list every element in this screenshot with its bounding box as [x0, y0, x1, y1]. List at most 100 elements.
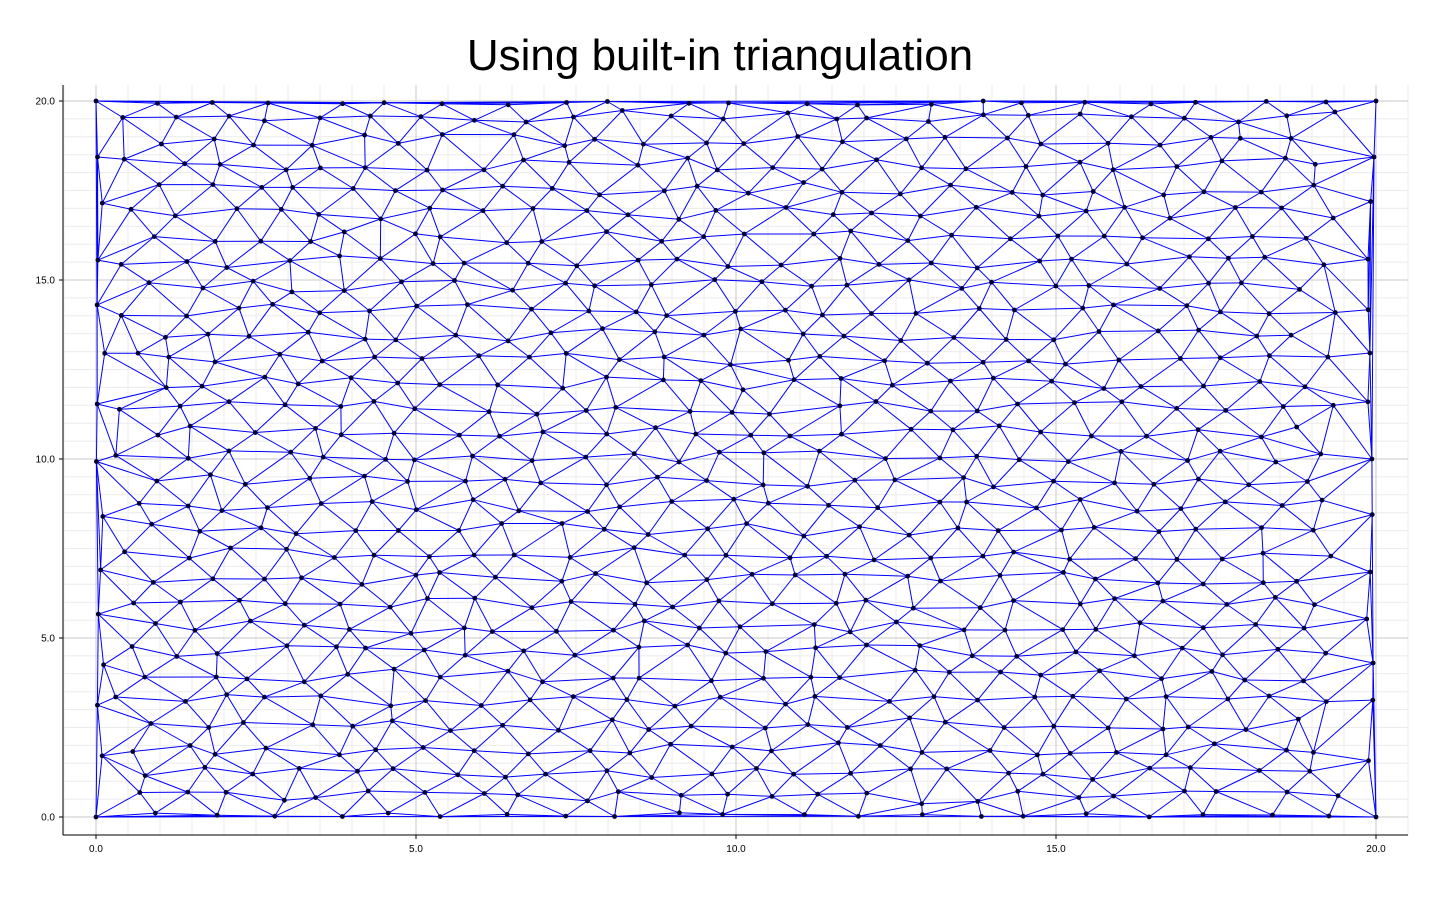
mesh-edge	[768, 502, 829, 506]
mesh-edge	[439, 676, 482, 706]
mesh-point	[723, 650, 729, 656]
mesh-edge	[587, 770, 608, 802]
mesh-edge	[124, 158, 185, 165]
mesh-edge	[236, 208, 282, 210]
mesh-edge	[506, 241, 542, 244]
mesh-point	[373, 747, 379, 753]
mesh-edge	[574, 654, 614, 679]
mesh-edge	[343, 258, 381, 291]
mesh-edge	[1182, 647, 1223, 656]
mesh-edge	[226, 267, 254, 282]
mesh-edge	[395, 305, 418, 341]
mesh-edge	[188, 531, 201, 559]
mesh-edge	[1082, 307, 1100, 332]
mesh-edge	[850, 230, 880, 265]
mesh-point	[864, 790, 870, 796]
mesh-point	[1318, 451, 1324, 457]
mesh-edge	[573, 677, 614, 698]
mesh-edge	[606, 752, 631, 772]
mesh-edge	[1309, 770, 1339, 797]
mesh-edge	[474, 597, 532, 609]
mesh-edge	[711, 773, 728, 795]
mesh-point	[413, 231, 418, 237]
mesh-edge	[633, 534, 649, 549]
mesh-point	[729, 410, 735, 415]
mesh-point	[211, 136, 217, 142]
mesh-edge	[439, 793, 485, 818]
mesh-edge	[914, 645, 921, 671]
mesh-edge	[339, 603, 350, 630]
mesh-edge	[433, 262, 465, 265]
mesh-edge	[1315, 156, 1375, 165]
mesh-edge	[96, 461, 140, 504]
mesh-edge	[179, 405, 191, 427]
mesh-edge	[1025, 143, 1042, 167]
mesh-point	[830, 212, 836, 218]
mesh-edge	[979, 607, 1006, 631]
mesh-edge	[1079, 161, 1114, 171]
mesh-edge	[586, 194, 600, 211]
mesh-point	[1097, 668, 1102, 674]
mesh-point	[1061, 570, 1066, 575]
mesh-edge	[1169, 207, 1236, 219]
mesh-point	[1259, 434, 1264, 440]
mesh-edge	[1149, 754, 1167, 769]
mesh-edge	[342, 812, 389, 817]
mesh-edge	[681, 793, 728, 796]
mesh-point	[633, 309, 639, 315]
mesh-point	[539, 239, 545, 244]
mesh-edge	[871, 279, 910, 314]
mesh-edge	[613, 603, 636, 631]
mesh-edge	[976, 267, 992, 283]
mesh-edge	[423, 747, 475, 752]
mesh-edge	[1028, 360, 1066, 365]
mesh-edge	[748, 182, 804, 194]
mesh-point	[1222, 499, 1228, 505]
mesh-edge	[980, 600, 1014, 609]
mesh-edge	[301, 577, 341, 605]
mesh-edge	[285, 169, 294, 188]
mesh-edge	[336, 629, 350, 648]
mesh-edge	[1255, 624, 1279, 650]
mesh-point	[1063, 361, 1068, 367]
mesh-point	[317, 310, 323, 316]
mesh-edge	[526, 116, 574, 123]
mesh-edge	[1017, 791, 1024, 817]
mesh-edge	[963, 477, 968, 503]
mesh-edge	[483, 134, 515, 171]
mesh-edge	[139, 502, 189, 507]
mesh-point	[1193, 99, 1198, 105]
mesh-edge	[590, 750, 630, 754]
mesh-edge	[96, 304, 122, 316]
mesh-point	[704, 140, 709, 146]
mesh-edge	[465, 455, 473, 482]
mesh-point	[733, 309, 738, 314]
mesh-edge	[638, 677, 712, 682]
mesh-point	[685, 155, 691, 161]
mesh-point	[293, 531, 299, 537]
mesh-edge	[742, 379, 795, 391]
mesh-edge	[542, 431, 607, 435]
mesh-edge	[1176, 385, 1204, 409]
mesh-point	[178, 599, 183, 605]
mesh-point	[1250, 234, 1255, 239]
mesh-edge	[565, 328, 603, 354]
mesh-point	[184, 313, 190, 319]
mesh-point	[1015, 788, 1021, 794]
mesh-edge	[907, 557, 932, 577]
mesh-edge	[1071, 258, 1127, 265]
mesh-edge	[871, 212, 921, 217]
mesh-edge	[672, 579, 708, 608]
mesh-edge	[850, 621, 897, 633]
mesh-edge	[1040, 431, 1069, 462]
mesh-edge	[481, 699, 531, 706]
mesh-edge	[336, 646, 366, 649]
mesh-point	[583, 408, 589, 413]
mesh-edge	[803, 535, 827, 557]
mesh-edge	[339, 749, 376, 756]
mesh-edge	[214, 138, 254, 146]
mesh-point	[1025, 112, 1031, 118]
mesh-edge	[1221, 527, 1262, 560]
mesh-edge	[751, 557, 791, 575]
mesh-edge	[821, 168, 843, 193]
